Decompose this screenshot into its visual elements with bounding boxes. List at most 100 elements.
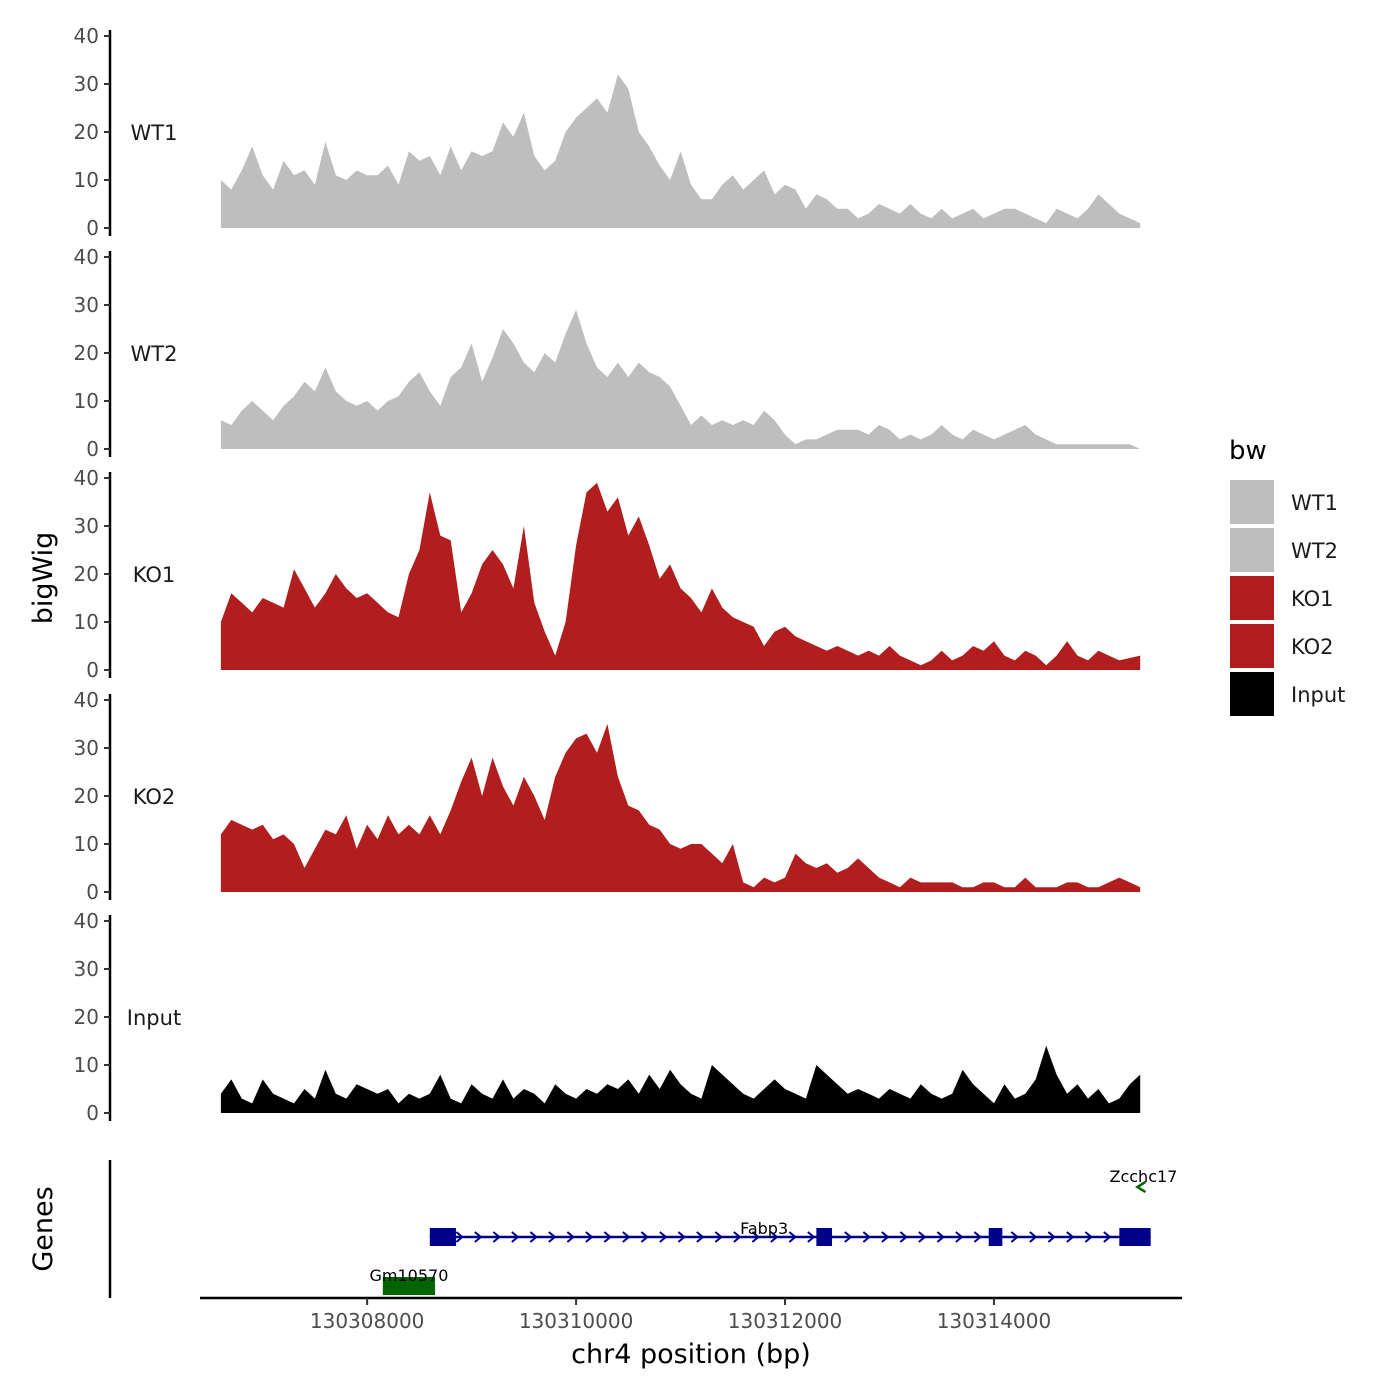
y-tick-label: 20 [74,1005,99,1029]
strand-arrow [714,1231,723,1243]
y-tick-label: 10 [74,389,99,413]
gene-label: Gm10570 [369,1266,448,1285]
strand-arrow [918,1231,927,1243]
y-axis-title-bigwig: bigWig [28,532,59,625]
y-tick-label: 40 [74,909,99,933]
strand-arrow [585,1231,594,1243]
strand-arrow [1103,1231,1112,1243]
gene-gm10570: Gm10570 [369,1266,448,1295]
strand-arrow [1047,1231,1056,1243]
y-tick-label: 0 [86,880,99,904]
strand-arrow [696,1231,705,1243]
strand-arrow [899,1231,908,1243]
axis-titles: bigWig Genes chr4 position (bp) [28,532,811,1370]
gene-exon [382,1277,436,1295]
strand-arrow [881,1231,890,1243]
legend-label: WT1 [1291,491,1338,515]
strand-arrow [659,1231,668,1243]
y-axis-title-genes: Genes [28,1186,59,1271]
x-tick-label: 130310000 [519,1309,634,1333]
coverage-area-wt1 [220,74,1141,229]
y-tick-label: 20 [74,784,99,808]
legend-key-input [1230,672,1274,716]
strand-arrow [844,1231,853,1243]
track-label: WT2 [131,342,178,366]
legend-title: bw [1229,436,1267,466]
y-tick-label: 20 [74,341,99,365]
gene-exon [429,1228,456,1246]
strand-arrow [973,1231,982,1243]
strand-arrow [733,1231,742,1243]
y-tick-label: 0 [86,1101,99,1125]
y-tick-label: 30 [74,514,99,538]
y-tick-label: 0 [86,658,99,682]
legend-label: Input [1291,683,1345,707]
strand-arrow [936,1231,945,1243]
y-tick-label: 0 [86,437,99,461]
coverage-area-input [220,1045,1141,1113]
coverage-tracks: 0 10 20 30 40 WT1 0 10 20 30 40 WT2 0 10 20 30 40 KO1 0 10 2… [74,24,1141,1125]
track-input: 0 10 20 30 40 Input [74,909,1141,1125]
gene-exon [816,1228,833,1246]
y-tick-label: 40 [74,466,99,490]
strand-arrow [474,1231,483,1243]
legend-label: KO2 [1291,635,1334,659]
coverage-area-ko2 [220,724,1141,892]
strand-arrow [1084,1231,1093,1243]
strand-arrow [751,1231,760,1243]
x-axis-title: chr4 position (bp) [571,1339,811,1370]
y-tick-label: 10 [74,1053,99,1077]
legend-label: WT2 [1291,539,1338,563]
coverage-area-ko1 [220,482,1141,670]
legend-key-wt1 [1230,480,1274,524]
gene-exon [988,1228,1003,1246]
track-ko2: 0 10 20 30 40 KO2 [74,688,1141,904]
strand-arrow [548,1231,557,1243]
y-tick-label: 40 [74,24,99,48]
y-tick-label: 30 [74,293,99,317]
strand-arrow [677,1231,686,1243]
gene-track: Fabp3 Zcchc17 Gm10570 [108,1160,1178,1298]
track-ko1: 0 10 20 30 40 KO1 [74,466,1141,682]
x-tick-label: 130308000 [310,1309,425,1333]
x-tick-label: 130314000 [937,1309,1052,1333]
gene-exon [1119,1228,1151,1246]
gene-label: Zcchc17 [1110,1167,1178,1186]
track-label: Input [127,1006,181,1030]
legend-key-ko2 [1230,624,1274,668]
y-tick-label: 30 [74,736,99,760]
gene-arrow [1135,1180,1147,1194]
strand-arrow [511,1231,520,1243]
y-tick-label: 40 [74,245,99,269]
strand-arrow [529,1231,538,1243]
y-tick-label: 20 [74,562,99,586]
y-tick-label: 30 [74,72,99,96]
y-tick-label: 20 [74,120,99,144]
strand-arrow [1029,1231,1038,1243]
y-tick-label: 40 [74,688,99,712]
x-tick-label: 130312000 [728,1309,843,1333]
strand-arrow [603,1231,612,1243]
legend-label: KO1 [1291,587,1334,611]
y-tick-label: 10 [74,832,99,856]
strand-arrow [566,1231,575,1243]
y-tick-label: 10 [74,168,99,192]
gene-zcchc17: Zcchc17 [1110,1167,1178,1194]
strand-arrow [622,1231,631,1243]
track-label: WT1 [131,121,178,145]
y-tick-label: 30 [74,957,99,981]
strand-arrow [1066,1231,1075,1243]
track-label: KO1 [133,563,176,587]
strand-arrow [640,1231,649,1243]
track-label: KO2 [133,785,176,809]
strand-arrow [788,1231,797,1243]
gene-label: Fabp3 [740,1219,788,1238]
track-wt2: 0 10 20 30 40 WT2 [74,245,1141,461]
strand-arrow [955,1231,964,1243]
coverage-area-wt2 [220,309,1141,449]
strand-arrow [807,1231,816,1243]
strand-arrow [492,1231,501,1243]
gene-fabp3: Fabp3 [429,1219,1151,1246]
y-tick-label: 0 [86,216,99,240]
